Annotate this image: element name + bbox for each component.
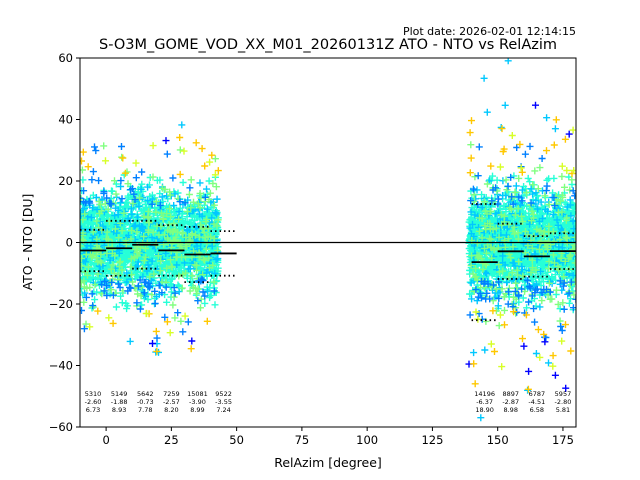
x-tick-label: 50 — [229, 433, 244, 447]
bin-stat-label: 8897 — [502, 390, 519, 398]
bin-stat-label: 7.24 — [216, 406, 230, 414]
plot-date: Plot date: 2026-02-01 12:14:15 — [403, 25, 576, 38]
bin-stat-label: 8.93 — [112, 406, 126, 414]
bin-stat-label: -2.57 — [163, 398, 180, 406]
bin-stat-label: 8.98 — [503, 406, 517, 414]
bin-statistics-labels: 5310-2.606.73 5149-1.888.93 5642-0.737.78 7… — [85, 390, 572, 414]
y-tick-label: 40 — [58, 113, 73, 127]
x-tick-label: 150 — [487, 433, 509, 447]
y-tick-label: −20 — [49, 297, 73, 311]
x-tick-label: 0 — [102, 433, 109, 447]
bin-stat-label: -6.37 — [476, 398, 493, 406]
bin-stat-label: 7259 — [163, 390, 180, 398]
y-tick-label: 0 — [66, 236, 73, 250]
x-axis-label: RelAzim [degree] — [274, 455, 382, 470]
bin-stat-label: 5149 — [111, 390, 128, 398]
bin-stat-label: 8.99 — [190, 406, 204, 414]
bin-stat-label: 5642 — [137, 390, 154, 398]
bin-stat-label: -4.51 — [528, 398, 545, 406]
scatter-point-group — [80, 116, 576, 393]
y-tick-label: 60 — [58, 51, 73, 65]
bin-stat-label: 15081 — [187, 390, 208, 398]
bin-stat-label: -1.88 — [111, 398, 128, 406]
bin-stat-label: 5310 — [85, 390, 102, 398]
bin-stat-label: 5957 — [555, 390, 572, 398]
bin-stat-label: 6.73 — [86, 406, 100, 414]
scatter-point-group — [149, 101, 573, 392]
bin-stat-label: -2.60 — [85, 398, 102, 406]
bin-stat-label: 6787 — [529, 390, 546, 398]
scatter-point-group — [80, 142, 576, 342]
x-tick-label: 125 — [421, 433, 443, 447]
x-tick-label: 100 — [356, 433, 378, 447]
bin-stat-label: -2.80 — [555, 398, 572, 406]
y-axis-label: ATO - NTO [DU] — [20, 194, 35, 291]
bin-stat-label: 6.58 — [530, 406, 544, 414]
bin-stat-label: -2.87 — [502, 398, 519, 406]
y-tick-label: −40 — [49, 359, 73, 373]
bin-stat-label: -3.90 — [189, 398, 206, 406]
x-tick-label: 75 — [295, 433, 310, 447]
x-tick-label: 175 — [552, 433, 574, 447]
y-axis-ticks: −60 −40 −20 0 20 40 60 — [49, 51, 80, 434]
y-tick-label: 20 — [58, 174, 73, 188]
bin-stat-label: 9522 — [215, 390, 232, 398]
bin-stat-label: -0.73 — [137, 398, 154, 406]
x-axis-ticks: 0 25 50 75 100 125 150 175 — [102, 427, 574, 447]
bin-stat-label: -3.55 — [215, 398, 232, 406]
bin-statistics-lines — [80, 203, 576, 322]
x-tick-label: 25 — [164, 433, 179, 447]
bin-stat-label: 14196 — [474, 390, 495, 398]
scatter-points — [80, 58, 576, 422]
bin-stat-label: 5.81 — [556, 406, 570, 414]
chart-title: S-O3M_GOME_VOD_XX_M01_20260131Z ATO - NT… — [99, 37, 557, 53]
y-tick-label: −60 — [49, 420, 73, 434]
bin-stat-label: 18.90 — [475, 406, 494, 414]
bin-stat-label: 7.78 — [138, 406, 152, 414]
scatter-point-group — [86, 126, 576, 371]
bin-stat-label: 8.20 — [164, 406, 178, 414]
